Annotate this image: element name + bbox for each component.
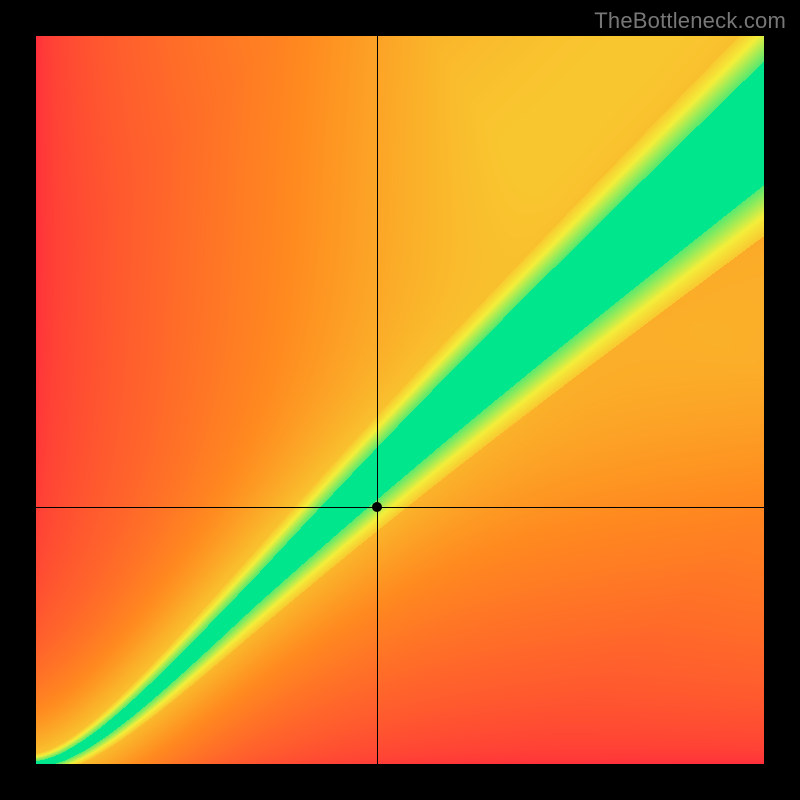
chart-container: TheBottleneck.com (0, 0, 800, 800)
plot-area (36, 36, 764, 764)
watermark-text: TheBottleneck.com (594, 8, 786, 34)
heatmap-canvas (36, 36, 764, 764)
